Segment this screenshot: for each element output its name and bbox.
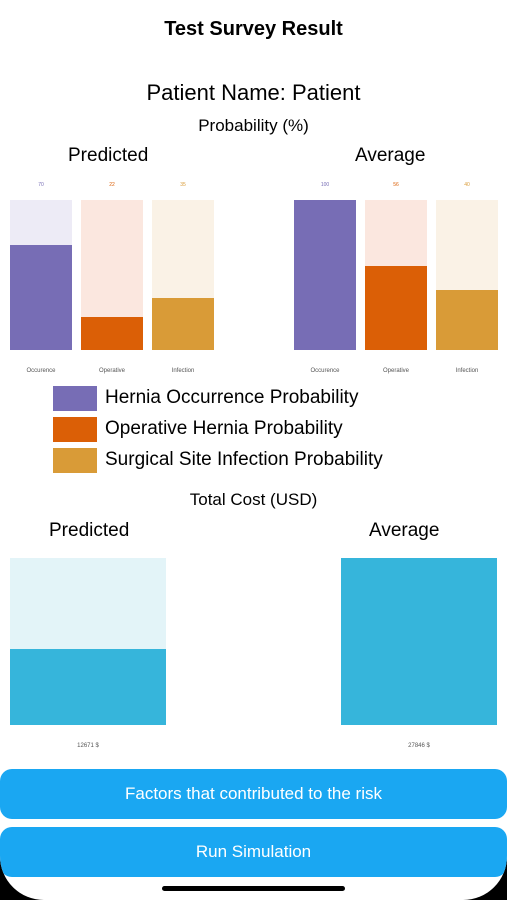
cost-predicted-label: 12671 $ [77,743,99,749]
predicted-infection-value-label: 35 [180,182,186,188]
average-occurrence-bar [294,200,356,350]
legend-swatch-operative [53,417,97,442]
cost-average-bar [341,558,497,725]
average-infection-bar [436,290,498,350]
legend-label-occurrence: Hernia Occurrence Probability [105,387,359,408]
legend-swatch-infection [53,448,97,473]
average-infection-category-label: Infection [455,368,479,374]
cost-predicted-bar [10,649,166,725]
probability-predicted-heading: Predicted [68,145,149,166]
predicted-occurrence-category-label: Occurence [26,368,56,374]
predicted-infection-bar [152,297,214,350]
run-simulation-button[interactable]: Run Simulation [0,827,507,877]
predicted-occurrence-bar-bg [10,200,72,350]
cost-predicted-bar-bg [10,558,166,725]
cost-predicted-heading: Predicted [49,520,130,541]
average-occurrence-bar-bg [294,200,356,350]
predicted-operative-category-label: Operative [98,368,125,374]
average-operative-bar [365,266,427,350]
predicted-infection-bar-bg [152,200,214,350]
home-indicator [162,886,345,891]
legend-label-infection: Surgical Site Infection Probability [105,449,383,470]
average-infection-value-label: 40 [464,182,470,188]
predicted-operative-bar [81,317,143,350]
predicted-operative-bar-bg [81,200,143,350]
nav-title: Test Survey Result [164,18,343,40]
cost-average-bar-bg [341,558,497,725]
factors-button[interactable]: Factors that contributed to the risk [0,769,507,819]
predicted-operative-value-label: 22 [109,182,115,188]
probability-average-heading: Average [355,145,426,166]
predicted-occurrence-bar [10,245,72,350]
cost-average-label: 27846 $ [408,743,430,749]
legend-swatch-occurrence [53,386,97,411]
average-operative-value-label: 56 [393,182,399,188]
average-operative-bar-bg [365,200,427,350]
patient-name: Patient Name: Patient [146,80,361,105]
average-occurrence-value-label: 100 [320,182,330,188]
legend-label-operative: Operative Hernia Probability [105,418,343,439]
predicted-infection-category-label: Infection [171,368,195,374]
predicted-occurrence-value-label: 70 [38,182,44,188]
cost-average-heading: Average [369,520,440,541]
average-infection-bar-bg [436,200,498,350]
average-occurrence-category-label: Occurence [310,368,340,374]
probability-section-title: Probability (%) [198,116,309,135]
average-operative-category-label: Operative [382,368,409,374]
cost-section-title: Total Cost (USD) [189,490,318,509]
